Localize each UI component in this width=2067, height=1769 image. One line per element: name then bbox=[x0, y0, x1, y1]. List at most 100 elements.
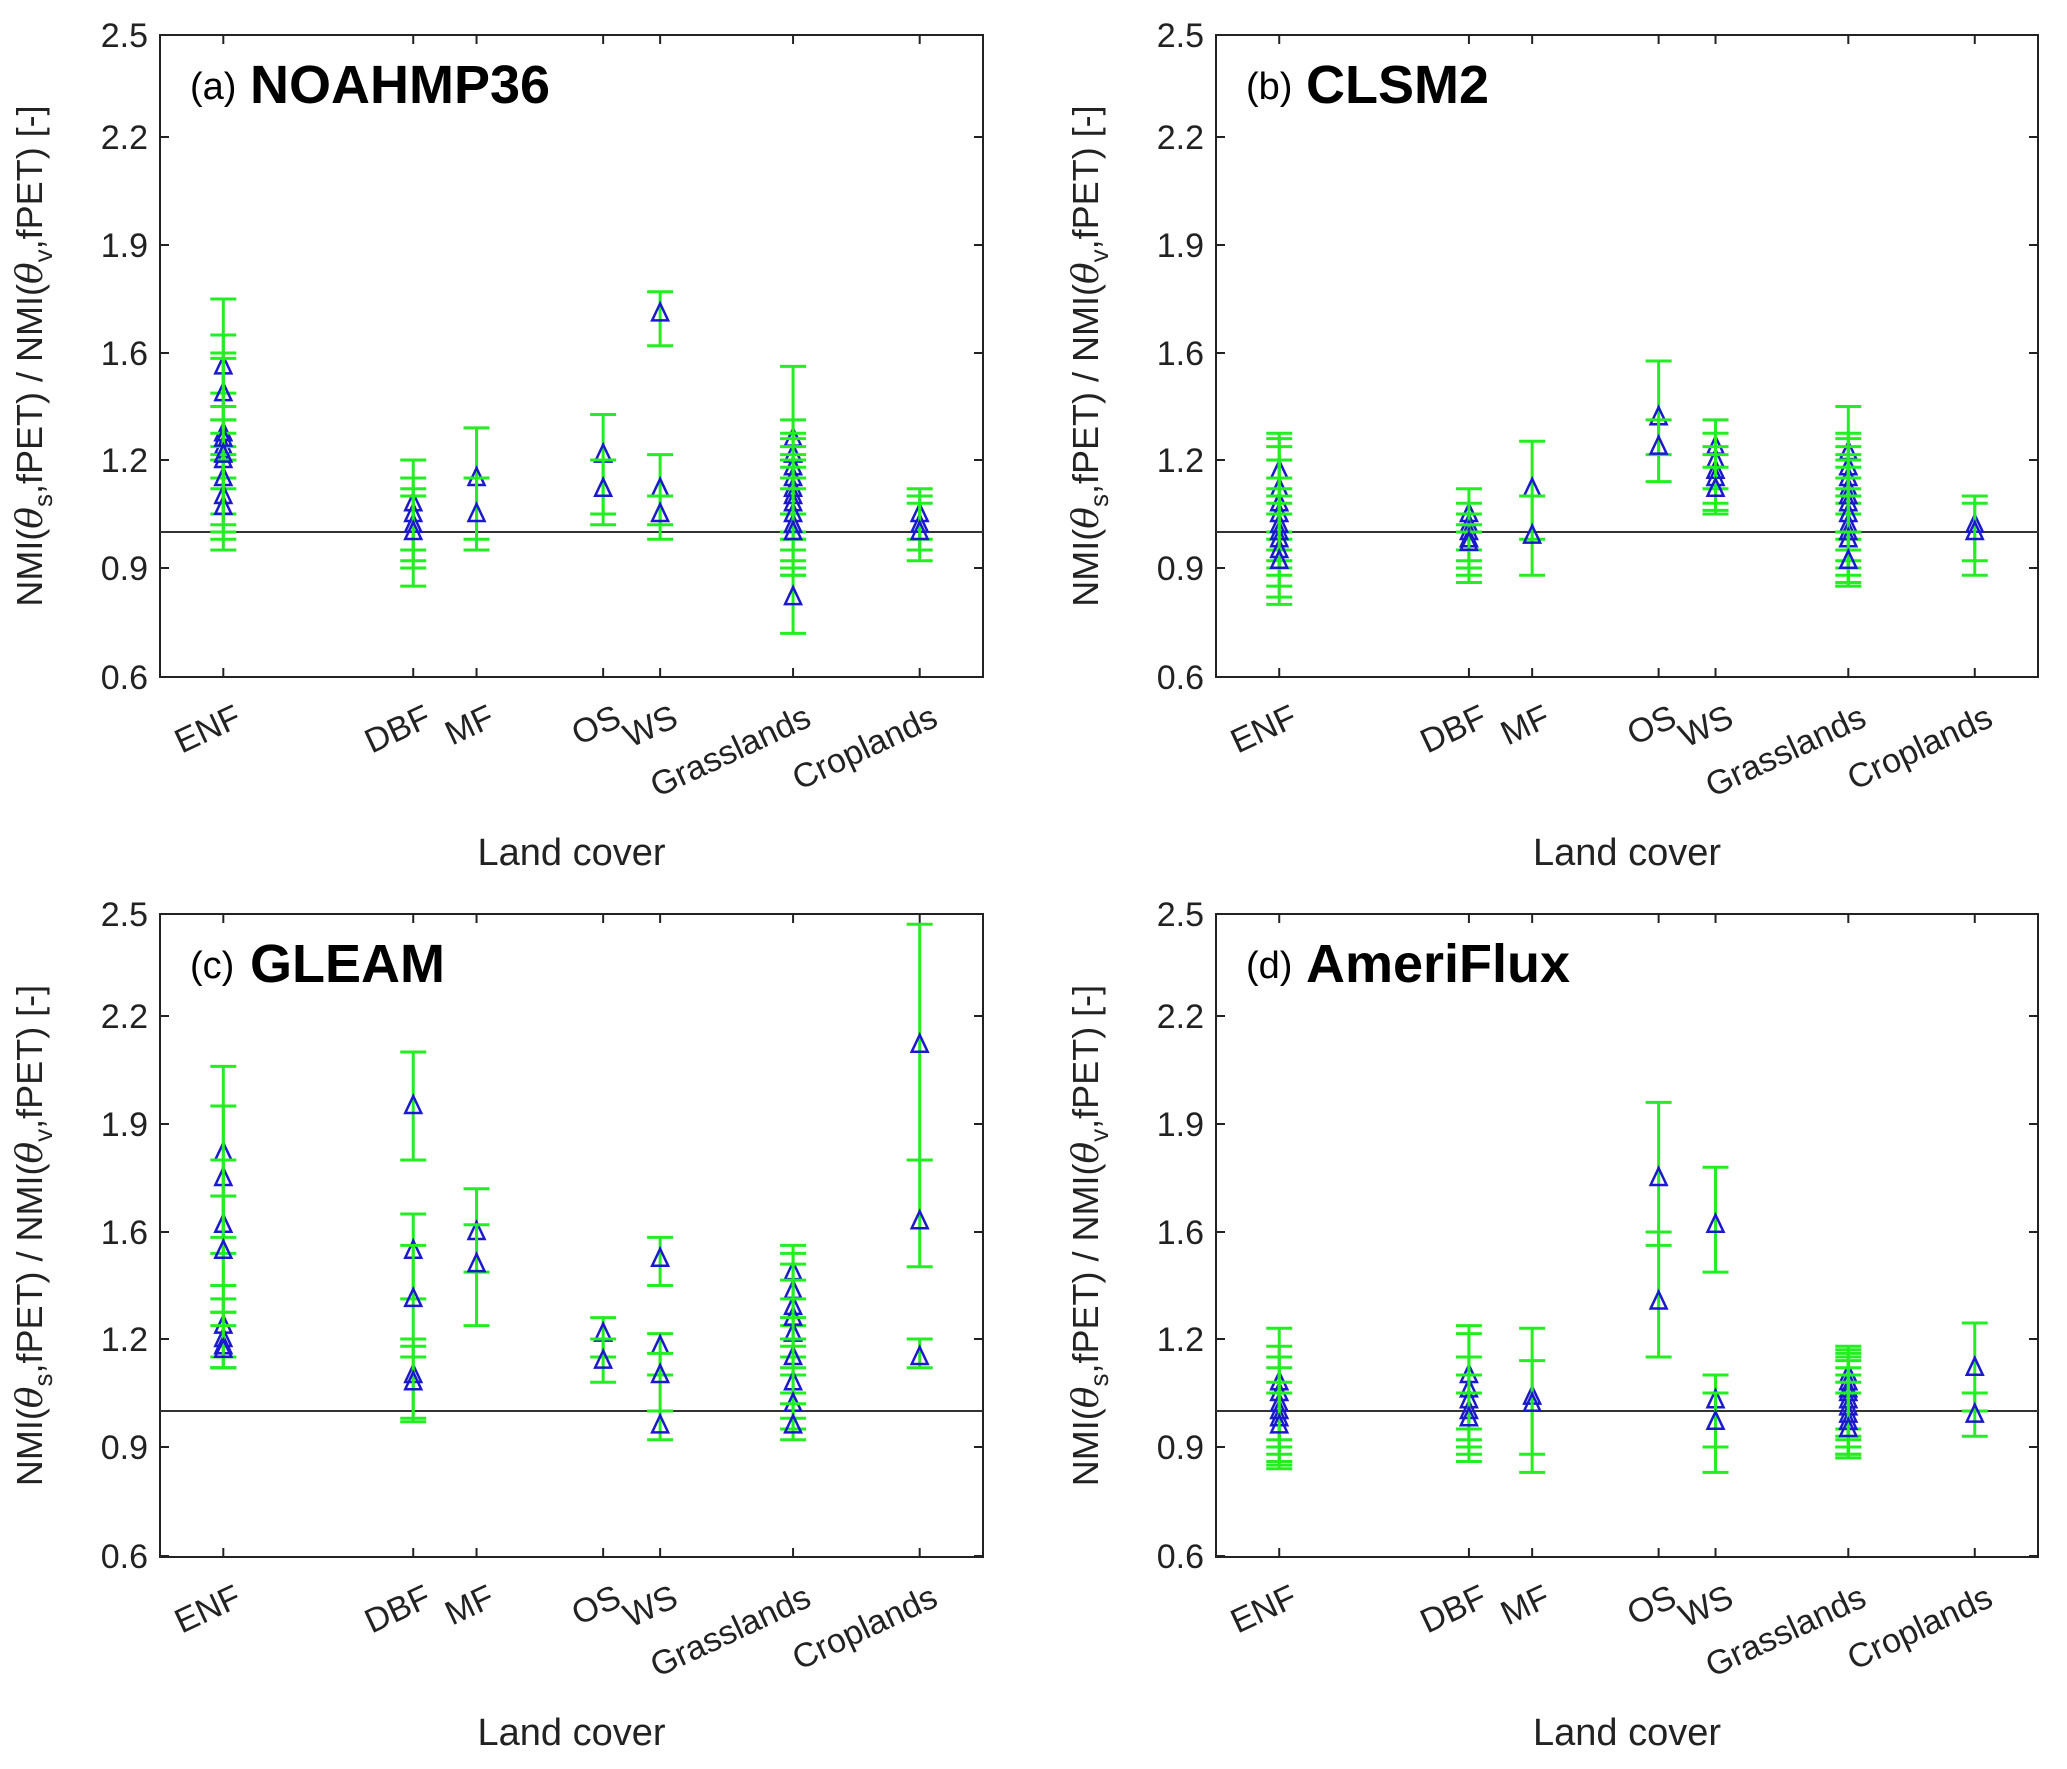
data-point bbox=[1961, 1391, 1988, 1438]
data-point bbox=[1455, 1391, 1482, 1464]
triangle-marker bbox=[909, 1031, 930, 1054]
panel-title: AmeriFlux bbox=[1306, 934, 1570, 994]
y-tick-label: 0.6 bbox=[101, 659, 148, 697]
y-axis-label-part: ,fPET) [-] bbox=[9, 105, 50, 249]
y-axis-label-part: v bbox=[28, 1129, 58, 1142]
panel-label: (a) bbox=[190, 66, 236, 108]
data-point bbox=[906, 1337, 933, 1370]
data-point bbox=[647, 494, 674, 541]
data-point bbox=[1835, 530, 1862, 588]
y-axis-label: NMI(θs,fPET) / NMI(θv,fPET) [-] bbox=[9, 985, 58, 1486]
x-category-label: ENF bbox=[1225, 698, 1303, 761]
x-category-label: WS bbox=[618, 698, 684, 756]
triangle-marker bbox=[1838, 547, 1859, 570]
y-axis-label-part: ,fPET) / NMI( bbox=[9, 284, 50, 494]
y-axis-label-part: s bbox=[1084, 1374, 1114, 1387]
triangle-marker bbox=[909, 1208, 930, 1230]
y-axis-label: NMI(θs,fPET) / NMI(θv,fPET) [-] bbox=[1065, 105, 1114, 606]
y-axis-label-part: s bbox=[28, 494, 58, 507]
y-axis-label-part: v bbox=[1084, 249, 1114, 262]
panel-title: CLSM2 bbox=[1306, 55, 1489, 115]
triangle-marker bbox=[1269, 547, 1290, 570]
y-tick-label: 1.6 bbox=[101, 1214, 148, 1252]
triangle-marker bbox=[403, 1093, 424, 1115]
y-tick-label: 2.2 bbox=[1157, 998, 1204, 1036]
plot-frame bbox=[159, 913, 984, 1558]
panel-label: (c) bbox=[190, 945, 234, 987]
x-category-label: Croplands bbox=[1842, 698, 1999, 798]
triangle-marker bbox=[1648, 433, 1669, 455]
triangle-marker bbox=[466, 1251, 487, 1273]
y-axis-label-part: θ bbox=[10, 262, 51, 284]
y-tick-label: 0.6 bbox=[1157, 1538, 1204, 1576]
y-tick-label: 1.9 bbox=[1157, 227, 1204, 265]
triangle-marker bbox=[1269, 1412, 1290, 1434]
triangle-marker bbox=[1838, 1416, 1859, 1438]
data-point bbox=[1645, 418, 1672, 484]
x-category-label: ENF bbox=[169, 698, 247, 761]
x-category-label: Croplands bbox=[1842, 1578, 1999, 1678]
y-axis-label-part: s bbox=[28, 1374, 58, 1387]
data-point bbox=[906, 501, 933, 563]
x-category-label: ENF bbox=[169, 1578, 247, 1641]
y-tick-label: 2.2 bbox=[1157, 119, 1204, 157]
x-category-label: DBF bbox=[359, 1578, 437, 1641]
triangle-marker bbox=[909, 519, 930, 541]
y-axis-label: NMI(θs,fPET) / NMI(θv,fPET) [-] bbox=[9, 105, 58, 606]
x-category-label: WS bbox=[1673, 698, 1739, 756]
y-tick-label: 2.5 bbox=[101, 896, 148, 934]
y-tick-label: 0.9 bbox=[101, 1429, 148, 1467]
data-point bbox=[906, 1158, 933, 1269]
plot-frame bbox=[159, 34, 984, 678]
y-tick-label: 1.9 bbox=[1157, 1106, 1204, 1144]
panel-title: GLEAM bbox=[250, 934, 445, 994]
x-category-label: DBF bbox=[1415, 1578, 1493, 1641]
data-point bbox=[1702, 1391, 1729, 1474]
y-tick-label: 2.2 bbox=[101, 119, 148, 157]
triangle-marker bbox=[1458, 1405, 1479, 1427]
data-point bbox=[647, 1351, 674, 1413]
plot-frame bbox=[1215, 913, 2039, 1558]
y-tick-label: 0.9 bbox=[1157, 550, 1204, 588]
y-tick-label: 0.9 bbox=[101, 550, 148, 588]
triangle-marker bbox=[783, 1412, 804, 1434]
x-category-label: DBF bbox=[359, 698, 437, 761]
panel-title: NOAHMP36 bbox=[250, 55, 550, 115]
data-point bbox=[400, 487, 427, 588]
data-point bbox=[1455, 529, 1482, 585]
y-axis-label-part: ,fPET) / NMI( bbox=[1065, 284, 1106, 494]
data-point bbox=[463, 1223, 490, 1328]
triangle-marker bbox=[403, 519, 424, 541]
triangle-marker bbox=[593, 1347, 614, 1369]
y-axis-label-part: θ bbox=[10, 1142, 51, 1164]
x-category-label: OS bbox=[566, 698, 627, 753]
x-category-label: MF bbox=[1495, 1578, 1556, 1633]
x-axis-label: Land cover bbox=[1533, 832, 1721, 874]
data-point bbox=[1266, 1391, 1293, 1471]
y-axis-label-part: v bbox=[28, 249, 58, 262]
data-point bbox=[906, 922, 933, 1162]
x-category-label: MF bbox=[1495, 698, 1556, 753]
y-tick-label: 1.6 bbox=[1157, 1214, 1204, 1252]
triangle-marker bbox=[650, 1362, 671, 1384]
x-category-label: OS bbox=[566, 1578, 627, 1633]
triangle-marker bbox=[213, 441, 234, 463]
triangle-marker bbox=[403, 1285, 424, 1308]
data-point bbox=[463, 476, 490, 552]
data-point bbox=[647, 290, 674, 348]
triangle-marker bbox=[403, 1369, 424, 1391]
y-axis-label-part: NMI( bbox=[1065, 1408, 1106, 1486]
y-tick-label: 0.6 bbox=[1157, 659, 1204, 697]
panel-label: (b) bbox=[1246, 66, 1292, 108]
y-tick-label: 1.2 bbox=[101, 442, 148, 480]
panel-label: (d) bbox=[1246, 945, 1292, 987]
data-point bbox=[1519, 494, 1546, 577]
y-tick-label: 1.9 bbox=[101, 1106, 148, 1144]
x-category-label: WS bbox=[618, 1578, 684, 1636]
y-tick-label: 1.9 bbox=[101, 227, 148, 265]
y-axis-label-part: s bbox=[1084, 494, 1114, 507]
triangle-marker bbox=[1964, 1354, 1985, 1377]
triangle-marker bbox=[466, 501, 487, 523]
x-category-label: DBF bbox=[1415, 698, 1493, 761]
